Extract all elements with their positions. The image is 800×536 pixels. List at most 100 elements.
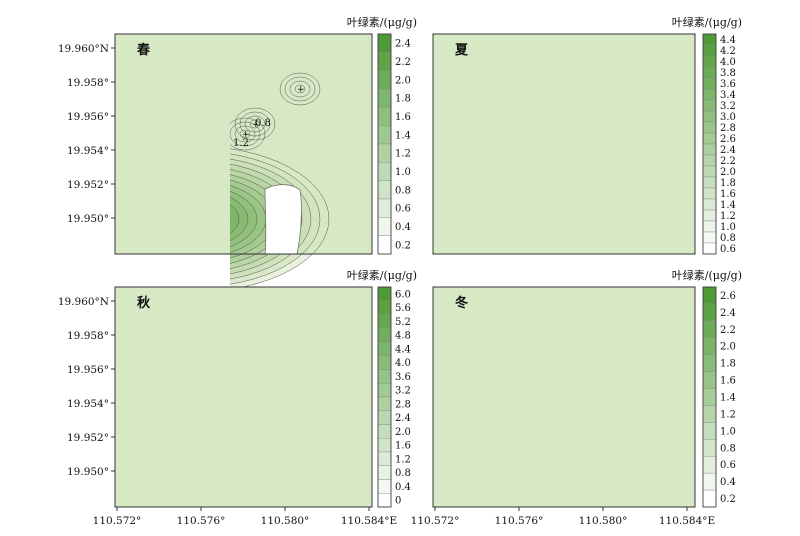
colorbar-unit-label: 叶绿素/(μg/g) xyxy=(672,268,742,282)
colorbar-cell xyxy=(702,165,717,178)
colorbar-tick-label: 2.0 xyxy=(720,167,736,178)
colorbar-tick-label: 1.6 xyxy=(720,189,736,200)
y-tick-label: 19.958° xyxy=(67,330,109,342)
colorbar-tick-label: 2.0 xyxy=(720,342,736,353)
colorbar-tick-label: 3.2 xyxy=(720,101,736,112)
colorbar-tick-label: 4.0 xyxy=(395,358,411,369)
contour-ring xyxy=(289,80,311,98)
colorbar-cell xyxy=(377,143,392,163)
colorbar-cell xyxy=(377,341,392,356)
colorbar-unit-label: 叶绿素/(μg/g) xyxy=(347,268,417,282)
colorbar-tick-label: 2.6 xyxy=(720,134,736,145)
colorbar-frame xyxy=(377,286,392,508)
x-tick-label: 110.576° xyxy=(495,515,544,527)
colorbar-cell xyxy=(702,354,717,372)
sample-site-marker: + xyxy=(252,120,260,130)
colorbar-tick-label: 2.8 xyxy=(395,399,411,410)
colorbar-cell xyxy=(377,70,392,90)
colorbar-tick-label: 4.2 xyxy=(720,46,736,57)
colorbar-cell xyxy=(377,88,392,108)
colorbar-cell xyxy=(702,242,717,255)
colorbar-tick-label: 1.4 xyxy=(720,393,736,404)
colorbar-tick-label: 0.2 xyxy=(395,240,411,251)
contour-ring xyxy=(234,125,256,143)
x-tick-label: 110.584°E xyxy=(659,515,715,527)
map-panel-2: +++1.61.63.62.61.61.6夏4.44.24.03.83.63.4… xyxy=(432,15,742,255)
colorbar-cell xyxy=(377,198,392,218)
colorbar-cell xyxy=(377,479,392,494)
colorbar-cell xyxy=(702,44,717,57)
contour-label: 1.2 xyxy=(233,138,249,149)
sea-area xyxy=(433,34,695,254)
contour-label: 0.8 xyxy=(255,118,271,129)
x-tick-label: 110.580° xyxy=(261,515,310,527)
sample-site-marker: + xyxy=(242,130,250,140)
colorbar-tick-label: 1.6 xyxy=(720,376,736,387)
colorbar-tick-label: 0.8 xyxy=(395,185,411,196)
colorbar-cell xyxy=(377,328,392,343)
colorbar-tick-label: 0.6 xyxy=(720,460,736,471)
colorbar-cell xyxy=(377,355,392,370)
season-label: 秋 xyxy=(137,295,151,311)
colorbar-cell xyxy=(702,209,717,222)
contour-ring xyxy=(244,115,266,133)
colorbar-tick-label: 5.2 xyxy=(395,317,411,328)
colorbar-cell xyxy=(377,314,392,329)
colorbar-cell xyxy=(702,472,717,491)
colorbar-tick-label: 2.4 xyxy=(395,39,411,50)
colorbar-tick-label: 0.4 xyxy=(395,482,411,493)
colorbar-cell xyxy=(702,33,717,46)
contour-ring xyxy=(230,204,240,234)
colorbar-tick-label: 1.2 xyxy=(395,454,411,465)
map-frame xyxy=(114,33,373,255)
colorbar-tick-label: 1.2 xyxy=(720,409,736,420)
colorbar-tick-label: 2.4 xyxy=(720,145,736,156)
contour-ring xyxy=(239,111,271,137)
colorbar-cell xyxy=(702,231,717,244)
colorbar-frame xyxy=(702,33,717,255)
colorbar-tick-label: 0.4 xyxy=(395,222,411,233)
y-tick-label: 19.954° xyxy=(67,145,109,157)
colorbar-unit-label: 叶绿素/(μg/g) xyxy=(672,15,742,29)
y-tick-label: 19.960°N xyxy=(58,43,109,55)
colorbar-cell xyxy=(702,55,717,68)
colorbar-cell xyxy=(702,154,717,167)
colorbar-tick-label: 3.0 xyxy=(720,112,736,123)
colorbar-tick-label: 3.4 xyxy=(720,90,736,101)
colorbar-tick-label: 1.2 xyxy=(720,211,736,222)
colorbar-cell xyxy=(702,405,717,423)
sea-area xyxy=(433,287,695,507)
colorbar-cell xyxy=(702,422,717,440)
colorbar-cell xyxy=(377,493,392,508)
colorbar-tick-label: 3.6 xyxy=(720,79,736,90)
colorbar-cell xyxy=(702,456,717,474)
colorbar-tick-label: 2.2 xyxy=(395,57,411,68)
x-tick-label: 110.572° xyxy=(411,515,460,527)
colorbar-tick-label: 1.8 xyxy=(720,359,736,370)
colorbar-cell xyxy=(702,176,717,189)
colorbar-tick-label: 3.2 xyxy=(395,386,411,397)
x-tick-label: 110.580° xyxy=(579,515,628,527)
colorbar-cell xyxy=(702,187,717,200)
map-frame xyxy=(432,286,696,508)
colorbar-tick-label: 2.6 xyxy=(720,291,736,302)
colorbar-tick-label: 6.0 xyxy=(395,289,411,300)
colorbar-cell xyxy=(377,451,392,466)
colorbar-cell xyxy=(377,125,392,145)
colorbar-tick-label: 1.4 xyxy=(395,130,411,141)
colorbar-cell xyxy=(377,286,392,301)
colorbar-tick-label: 2.8 xyxy=(720,123,736,134)
y-tick-label: 19.956° xyxy=(67,111,109,123)
sample-site-marker: + xyxy=(297,85,305,95)
colorbar-tick-label: 4.0 xyxy=(720,57,736,68)
colorbar-tick-label: 2.2 xyxy=(720,325,736,336)
season-label: 春 xyxy=(136,42,151,58)
contour-ring xyxy=(284,76,316,102)
colorbar-tick-label: 1.0 xyxy=(395,167,411,178)
colorbar-tick-label: 2.0 xyxy=(395,427,411,438)
map-content: ++++0.70.81.2 xyxy=(230,72,330,288)
colorbar-cell xyxy=(702,320,717,338)
colorbar-cell xyxy=(702,286,717,305)
colorbar-tick-label: 0.6 xyxy=(395,204,411,215)
season-label: 冬 xyxy=(455,295,468,311)
